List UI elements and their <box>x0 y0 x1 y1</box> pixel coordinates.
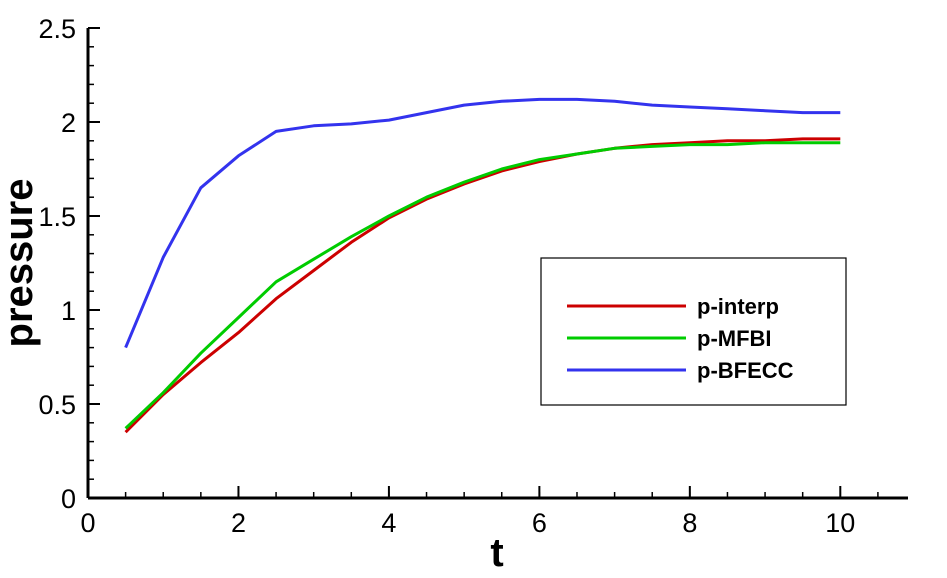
x-axis-title: t <box>490 531 503 575</box>
y-tick-label: 0 <box>61 484 76 514</box>
legend-box <box>540 257 847 406</box>
series-line-p-bfecc <box>124 97 841 349</box>
series-line-p-mfbi <box>124 141 841 430</box>
y-tick-label: 1 <box>61 296 76 326</box>
y-tick-label: 1.5 <box>38 202 76 232</box>
x-tick-label: 6 <box>532 508 547 538</box>
series-lines <box>124 97 841 434</box>
tick-labels: 0 2 4 6 8 10 0 0.5 1 1.5 2 2.5 <box>38 14 855 538</box>
legend: p-interp p-MFBI p-BFECC <box>540 257 847 406</box>
x-tick-label: 2 <box>231 508 246 538</box>
major-ticks <box>87 27 842 499</box>
y-tick-label: 2.5 <box>38 14 76 44</box>
series-line-p-interp <box>124 137 841 434</box>
y-tick-label: 2 <box>61 108 76 138</box>
legend-label-p-mfbi: p-MFBI <box>697 326 772 351</box>
x-tick-label: 8 <box>682 508 697 538</box>
y-axis-title: pressure <box>0 179 41 348</box>
x-tick-label: 4 <box>381 508 396 538</box>
legend-label-p-bfecc: p-BFECC <box>697 358 794 383</box>
x-tick-label: 0 <box>80 508 95 538</box>
y-tick-label: 0.5 <box>38 390 76 420</box>
legend-label-p-interp: p-interp <box>697 294 779 319</box>
x-tick-label: 10 <box>825 508 855 538</box>
